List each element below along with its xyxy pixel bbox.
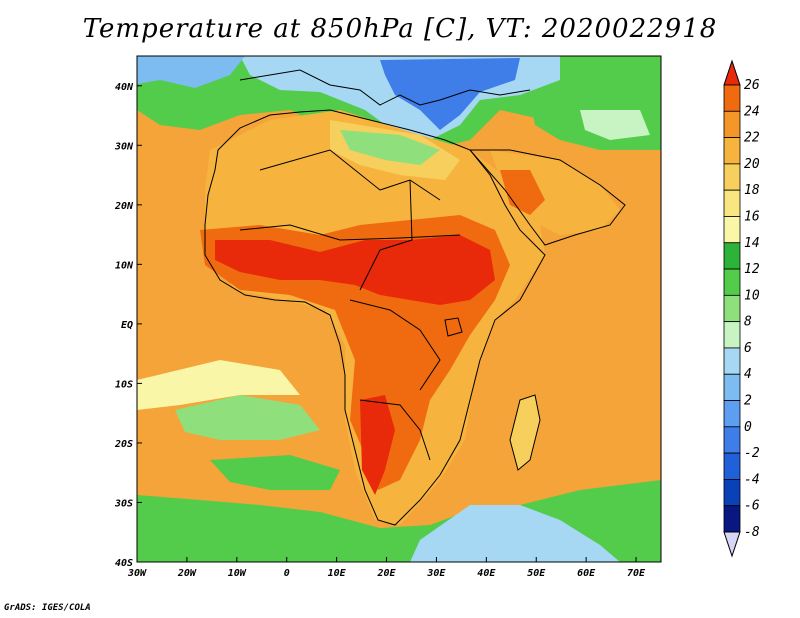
- colorbar-label: -4: [744, 472, 760, 487]
- south-cold-band: [410, 505, 620, 562]
- colorbar-label: 16: [744, 209, 760, 224]
- colorbar-swatch: [723, 84, 741, 112]
- lon-tick-label: 30E: [426, 568, 446, 579]
- lake-victoria: [444, 317, 463, 337]
- colorbar-swatch: [723, 189, 741, 217]
- chart-title: Temperature at 850hPa [C], VT: 202002291…: [82, 14, 718, 44]
- iran-light: [580, 110, 650, 140]
- colorbar-label: -6: [744, 499, 760, 514]
- colorbar-swatch: [723, 321, 741, 349]
- map-field: [137, 56, 661, 562]
- map-frame: [136, 55, 662, 563]
- border-1: [259, 149, 441, 201]
- colorbar-swatch: [723, 137, 741, 165]
- latitude-tick-labels: 40N 30N 20N 10N EQ 10S 20S 30S 40S: [114, 82, 142, 569]
- colorbar-swatch: [723, 216, 741, 244]
- mediterranean-cold: [380, 58, 520, 130]
- lat-tick-label: 40N: [115, 82, 134, 93]
- arctic-band: [137, 56, 245, 88]
- colorbar-swatch: [723, 163, 741, 191]
- colorbar-swatch: [723, 479, 741, 507]
- lat-tick-label: 10N: [115, 260, 134, 271]
- lat-tick-label: 30S: [114, 498, 133, 509]
- south-atlantic-green: [175, 395, 320, 440]
- credit-text: GrADS: IGES/COLA: [4, 603, 91, 613]
- colorbar-label: 20: [744, 157, 760, 172]
- lon-tick-label: 0: [284, 568, 290, 579]
- colorbar-label: 26: [744, 78, 760, 93]
- lon-tick-label: 10W: [228, 568, 247, 579]
- lon-tick-label: 60E: [577, 568, 596, 579]
- africa-coastline: [204, 109, 546, 526]
- lon-tick-label: 10E: [328, 568, 347, 579]
- colorbar-label: 22: [744, 131, 760, 146]
- border-4: [359, 399, 431, 461]
- colorbar-swatch: [723, 268, 741, 296]
- border-3: [349, 299, 441, 391]
- colorbar-label: 10: [744, 288, 760, 303]
- border-2: [239, 224, 461, 241]
- europe-coast: [239, 69, 531, 106]
- south-atlantic-light: [137, 360, 300, 410]
- lat-tick-label: EQ: [121, 320, 133, 331]
- lat-tick-label: 20N: [114, 201, 134, 212]
- lat-tick-label: 40S: [115, 558, 133, 569]
- madagascar: [510, 395, 540, 470]
- colorbar-swatch: [723, 426, 741, 454]
- africa-south-hot: [360, 395, 395, 495]
- colorbar-swatch: [723, 505, 741, 533]
- colorbar-label: 24: [744, 104, 760, 119]
- colorbar-label: 18: [744, 183, 760, 198]
- colorbar-label: 6: [744, 341, 752, 356]
- colorbar-swatch: [723, 110, 741, 138]
- lat-tick-label: 20S: [114, 439, 133, 450]
- colorbar-swatch: [723, 373, 741, 401]
- colorbar-label: 12: [744, 262, 760, 277]
- coastlines: [204, 69, 626, 526]
- lon-tick-label: 20W: [177, 568, 197, 579]
- colorbar-label: 0: [744, 420, 752, 435]
- lon-tick-label: 70E: [627, 568, 646, 579]
- madagascar-coast: [509, 394, 541, 471]
- lon-tick-label: 30W: [127, 568, 147, 579]
- arabia-coast: [468, 149, 626, 246]
- colorbar-label: -8: [744, 525, 760, 540]
- colorbar-swatch: [723, 294, 741, 323]
- sahara-green: [340, 130, 440, 165]
- arabia-hot: [500, 170, 545, 215]
- colorbar-top-arrow: [723, 59, 741, 86]
- colorbar-bottom-arrow: [723, 531, 741, 558]
- lon-tick-label: 20E: [376, 568, 396, 579]
- colorbar-swatch: [723, 452, 741, 480]
- longitude-tick-labels: 30W 20W 10W 0 10E 20E 30E 40E 50E 60E 70E: [127, 557, 646, 579]
- colorbar-swatch: [723, 400, 741, 428]
- colorbar-label: 2: [744, 394, 752, 409]
- colorbar-swatch: [723, 242, 741, 270]
- colorbar-label: 8: [744, 315, 752, 330]
- lat-tick-label: 10S: [115, 379, 133, 390]
- south-atlantic-green-2: [210, 455, 340, 490]
- colorbar-label: -2: [744, 446, 760, 461]
- lat-tick-label: 30N: [114, 141, 134, 152]
- border-5: [359, 179, 413, 291]
- lon-tick-label: 40E: [477, 568, 496, 579]
- lon-tick-label: 50E: [527, 568, 546, 579]
- colorbar-label: 4: [744, 367, 752, 382]
- colorbar-swatch: [723, 347, 741, 375]
- colorbar-label: 14: [744, 236, 760, 251]
- africa-hottest: [215, 235, 495, 305]
